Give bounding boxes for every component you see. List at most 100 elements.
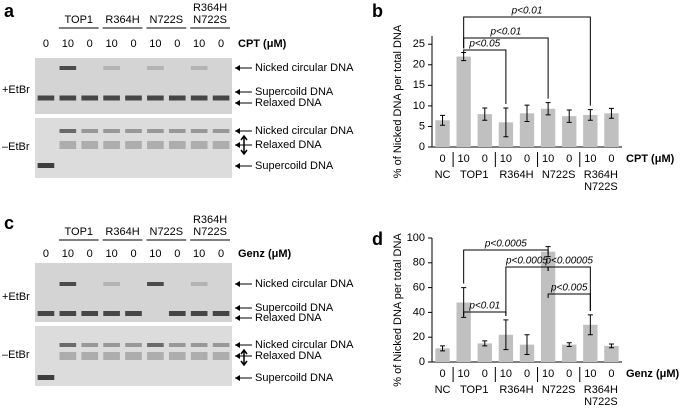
group-label: N722S [584, 181, 618, 193]
lane-label: 0 [43, 38, 49, 50]
bar [456, 302, 471, 362]
p-value-label: p<0.00005 [544, 256, 593, 267]
gel-band [147, 95, 164, 101]
gel-band [147, 141, 164, 149]
gel-band [147, 129, 164, 133]
arrow-head [235, 65, 240, 71]
band-label: Supercoild DNA [255, 160, 334, 172]
gel-band [147, 343, 164, 347]
significance-bracket [463, 49, 507, 104]
group-label: N722S [542, 169, 576, 181]
bar [562, 116, 577, 147]
gel-band [103, 282, 120, 286]
double-arrow [240, 134, 248, 156]
lane-label: 10 [62, 248, 74, 260]
bar [562, 344, 577, 362]
lane-label: 10 [105, 248, 117, 260]
gel-band [190, 352, 208, 360]
lane-label: 0 [174, 248, 180, 260]
arrow-head [235, 305, 240, 311]
arrow-head [235, 281, 240, 287]
error-bar [503, 107, 509, 138]
y-tick-label: 5 [419, 120, 425, 132]
error-bar [524, 104, 530, 123]
gel-image [35, 118, 232, 178]
gel-band [125, 343, 142, 347]
gel-band [81, 352, 99, 360]
group-label: R364H [584, 384, 618, 396]
x-tick-label: 0 [524, 368, 530, 380]
arrow-head [235, 353, 240, 359]
arrow-head [235, 375, 240, 381]
gel-band [125, 95, 142, 101]
band-label: Supercoild DNA [255, 302, 334, 314]
group-label: TOP1 [65, 226, 94, 238]
gel-band [168, 129, 186, 133]
group-label: N722S [150, 226, 184, 238]
significance-bracket [463, 311, 507, 316]
y-tick-label: 10 [413, 100, 425, 112]
lane-label: 0 [174, 38, 180, 50]
bar [477, 343, 492, 362]
x-tick-label: 0 [566, 368, 572, 380]
band-label: Relaxed DNA [255, 312, 322, 324]
y-axis-title: % of Nicked DNA per total DNA [392, 24, 404, 178]
gel-band [168, 311, 186, 316]
y-tick-label: 80 [413, 257, 425, 269]
bar [604, 113, 619, 147]
band-label: Relaxed DNA [255, 139, 322, 151]
gel-band [147, 352, 164, 360]
arrow-head [235, 163, 240, 169]
panel-label: d [372, 229, 383, 249]
arrow-head [235, 128, 240, 134]
gel-band [212, 129, 230, 133]
gel-band [103, 129, 120, 133]
gel-band [125, 141, 142, 149]
y-tick-label: 15 [413, 79, 425, 91]
group-label: R364H [105, 226, 139, 238]
error-bar [587, 314, 593, 336]
group-label: TOP1 [460, 169, 489, 181]
bar [435, 120, 450, 147]
x-tick-label: 10 [542, 368, 554, 380]
lane-label: 0 [87, 38, 93, 50]
group-label: N722S [150, 14, 184, 26]
p-value-label: p<0.05 [468, 39, 500, 50]
gel-band [37, 311, 55, 316]
error-bar [608, 343, 614, 349]
gel-band [37, 375, 55, 380]
y-tick-label: 100 [407, 232, 425, 244]
lane-label: 10 [193, 38, 205, 50]
arrow-head [235, 142, 240, 148]
treatment-label: CPT (μM) [238, 38, 287, 50]
band-label: Supercoild DNA [255, 86, 334, 98]
condition-label: +EtBr [2, 291, 30, 303]
band-label: Nicked circular DNA [255, 125, 354, 137]
arrow-head [235, 89, 240, 95]
gel-band [147, 282, 164, 286]
bar [477, 114, 492, 147]
x-tick-label: 10 [500, 368, 512, 380]
panel-label: c [4, 213, 14, 233]
p-value-label: p<0.0005 [505, 256, 548, 267]
gel-band [168, 343, 186, 347]
group-label: N722S [193, 226, 227, 238]
significance-bracket [547, 266, 591, 311]
condition-label: –EtBr [2, 349, 30, 361]
group-label: TOP1 [65, 14, 94, 26]
group-label: R364H [499, 384, 533, 396]
error-bar [503, 319, 509, 351]
error-bar [587, 109, 593, 121]
condition-label: +EtBr [2, 84, 30, 96]
group-label: NC [435, 384, 451, 396]
gel-band [81, 141, 99, 149]
gel-band [125, 129, 142, 133]
p-value-label: p<0.01 [489, 27, 521, 38]
gel-band [212, 311, 230, 316]
gel-band [125, 311, 142, 316]
arrow-head [235, 100, 240, 106]
gel-band [37, 95, 55, 101]
error-bar [608, 107, 614, 119]
x-tick-label: 10 [542, 153, 554, 165]
